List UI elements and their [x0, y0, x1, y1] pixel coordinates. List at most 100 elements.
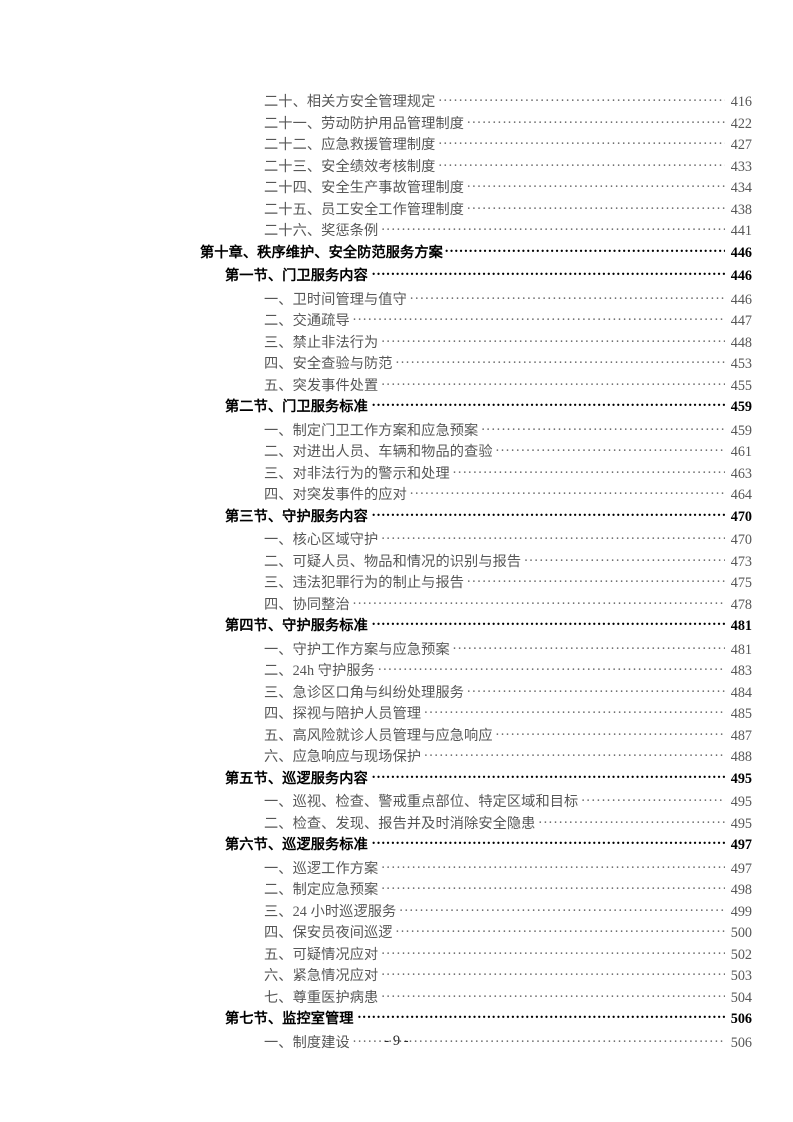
toc-dot-leader: [399, 900, 725, 916]
toc-entry-item[interactable]: 三、对非法行为的警示和处理 463: [0, 462, 793, 484]
toc-entry-page-number: 498: [730, 882, 752, 898]
toc-entry-item[interactable]: 四、保安员夜间巡逻 500: [0, 921, 793, 943]
toc-entry-item[interactable]: 六、紧急情况应对 503: [0, 964, 793, 986]
toc-entry-item[interactable]: 五、可疑情况应对 502: [0, 943, 793, 965]
toc-entry-label: 四、对突发事件的应对: [264, 487, 407, 503]
toc-entry-label: 第五节、巡逻服务内容: [225, 770, 368, 787]
toc-entry-item[interactable]: 四、探视与陪护人员管理 485: [0, 702, 793, 724]
toc-entry-page-number: 481: [730, 641, 752, 658]
toc-entry-item[interactable]: 二、可疑人员、物品和情况的识别与报告 473: [0, 550, 793, 572]
toc-entry-page-number: 464: [730, 487, 752, 503]
toc-entry-item[interactable]: 七、尊重医护病患 504: [0, 986, 793, 1008]
toc-entry-item[interactable]: 一、巡逻工作方案 497: [0, 857, 793, 879]
toc-dot-leader: [381, 374, 725, 390]
toc-entry-section[interactable]: 第二节、门卫服务标准 459: [0, 395, 793, 419]
toc-entry-item[interactable]: 二、制定应急预案 498: [0, 878, 793, 900]
toc-entry-item[interactable]: 一、制定门卫工作方案和应急预案 459: [0, 419, 793, 441]
toc-entry-item[interactable]: 二十二、应急救援管理制度 427: [0, 133, 793, 155]
toc-entry-page-number: 447: [730, 313, 752, 329]
toc-entry-item[interactable]: 三、违法犯罪行为的制止与报告 475: [0, 571, 793, 593]
toc-entry-label: 一、卫时间管理与值守: [264, 291, 407, 308]
toc-entry-page-number: 416: [730, 94, 752, 110]
toc-entry-label: 第十章、秩序维护、安全防范服务方案: [200, 244, 443, 261]
toc-entry-label: 二十五、员工安全工作管理制度: [264, 201, 465, 218]
toc-entry-label: 一、守护工作方案与应急预案: [264, 641, 450, 658]
toc-entry-item[interactable]: 二、24h 守护服务 483: [0, 659, 793, 681]
toc-entry-item[interactable]: 一、卫时间管理与值守 446: [0, 288, 793, 310]
toc-entry-label: 三、对非法行为的警示和处理: [264, 465, 450, 482]
toc-entry-page-number: 433: [730, 158, 752, 175]
toc-dot-leader: [424, 702, 725, 718]
toc-entry-page-number: 470: [730, 508, 752, 525]
toc-entry-item[interactable]: 一、核心区域守护 470: [0, 528, 793, 550]
toc-entry-label: 二、检查、发现、报告并及时消除安全隐患: [264, 815, 536, 832]
toc-entry-label: 七、尊重医护病患: [264, 989, 379, 1006]
toc-dot-leader: [381, 331, 725, 347]
toc-entry-item[interactable]: 一、守护工作方案与应急预案 481: [0, 638, 793, 660]
toc-dot-leader: [372, 395, 725, 411]
toc-dot-leader: [381, 964, 725, 980]
toc-entry-label: 第六节、巡逻服务标准: [225, 837, 368, 853]
toc-entry-label: 四、保安员夜间巡逻: [264, 925, 393, 941]
toc-entry-label: 二、制定应急预案: [264, 882, 379, 898]
toc-entry-label: 五、高风险就诊人员管理与应急响应: [264, 727, 493, 744]
toc-entry-section[interactable]: 第四节、守护服务标准 481: [0, 614, 793, 638]
toc-entry-item[interactable]: 二十六、奖惩条例 441: [0, 219, 793, 241]
toc-entry-label: 五、突发事件处置: [264, 377, 379, 394]
toc-entry-label: 三、急诊区口角与纠纷处理服务: [264, 684, 465, 701]
toc-entry-label: 一、巡视、检查、警戒重点部位、特定区域和目标: [264, 794, 579, 810]
toc-dot-leader: [524, 550, 725, 566]
toc-entry-item[interactable]: 六、应急响应与现场保护 488: [0, 745, 793, 767]
toc-entry-item[interactable]: 二十四、安全生产事故管理制度 434: [0, 176, 793, 198]
toc-entry-item[interactable]: 二、对进出人员、车辆和物品的查验 461: [0, 440, 793, 462]
toc-dot-leader: [467, 198, 725, 214]
toc-dot-leader: [581, 790, 725, 806]
toc-entry-label: 四、探视与陪护人员管理: [264, 706, 422, 722]
toc-entry-item[interactable]: 二十一、劳动防护用品管理制度 422: [0, 112, 793, 134]
toc-entry-item[interactable]: 二十、相关方安全管理规定 416: [0, 90, 793, 112]
toc-entry-page-number: 446: [730, 244, 752, 261]
toc-entry-label: 三、违法犯罪行为的制止与报告: [264, 575, 465, 591]
toc-entry-section[interactable]: 第一节、门卫服务内容 446: [0, 264, 793, 288]
toc-entry-page-number: 461: [730, 444, 752, 460]
toc-entry-item[interactable]: 五、突发事件处置 455: [0, 374, 793, 396]
toc-dot-leader: [381, 219, 725, 235]
toc-entry-section[interactable]: 第六节、巡逻服务标准 497: [0, 833, 793, 857]
toc-entry-item[interactable]: 三、24 小时巡逻服务 499: [0, 900, 793, 922]
toc-entry-section[interactable]: 第七节、监控室管理 506: [0, 1007, 793, 1031]
toc-entry-label: 二十四、安全生产事故管理制度: [264, 180, 465, 196]
toc-entry-item[interactable]: 二十五、员工安全工作管理制度 438: [0, 198, 793, 220]
toc-entry-label: 三、24 小时巡逻服务: [264, 903, 397, 920]
toc-entry-page-number: 473: [730, 553, 752, 570]
toc-entry-item[interactable]: 一、巡视、检查、警戒重点部位、特定区域和目标 495: [0, 790, 793, 812]
toc-entry-section[interactable]: 第三节、守护服务内容 470: [0, 505, 793, 529]
toc-entry-page-number: 495: [730, 815, 752, 832]
toc-entry-page-number: 499: [730, 903, 752, 920]
toc-entry-item[interactable]: 四、协同整治 478: [0, 593, 793, 615]
toc-entry-label: 二十二、应急救援管理制度: [264, 137, 436, 153]
toc-entry-item[interactable]: 五、高风险就诊人员管理与应急响应 487: [0, 724, 793, 746]
toc-entry-label: 四、协同整治: [264, 596, 350, 613]
toc-entry-item[interactable]: 三、禁止非法行为 448: [0, 331, 793, 353]
toc-entry-item[interactable]: 四、安全查验与防范 453: [0, 352, 793, 374]
toc-dot-leader: [453, 462, 725, 478]
toc-dot-leader: [496, 440, 725, 456]
toc-dot-leader: [381, 528, 725, 544]
toc-entry-item[interactable]: 四、对突发事件的应对 464: [0, 483, 793, 505]
toc-entry-item[interactable]: 二、交通疏导 447: [0, 309, 793, 331]
toc-entry-page-number: 488: [730, 749, 752, 765]
toc-dot-leader: [381, 857, 725, 873]
toc-entry-item[interactable]: 三、急诊区口角与纠纷处理服务 484: [0, 681, 793, 703]
toc-dot-leader: [438, 90, 725, 106]
toc-entry-page-number: 502: [730, 946, 752, 963]
toc-entry-item[interactable]: 一、制度建设 506: [0, 1031, 793, 1053]
toc-entry-item[interactable]: 二十三、安全绩效考核制度 433: [0, 155, 793, 177]
toc-entry-label: 二十六、奖惩条例: [264, 223, 379, 239]
toc-entry-page-number: 475: [730, 575, 752, 591]
toc-entry-section[interactable]: 第五节、巡逻服务内容 495: [0, 767, 793, 791]
toc-dot-leader: [372, 505, 725, 521]
toc-entry-item[interactable]: 二、检查、发现、报告并及时消除安全隐患 495: [0, 812, 793, 834]
toc-entry-label: 一、核心区域守护: [264, 532, 379, 548]
toc-entry-label: 第四节、守护服务标准: [225, 618, 368, 634]
toc-entry-chapter[interactable]: 第十章、秩序维护、安全防范服务方案 446: [0, 241, 793, 265]
